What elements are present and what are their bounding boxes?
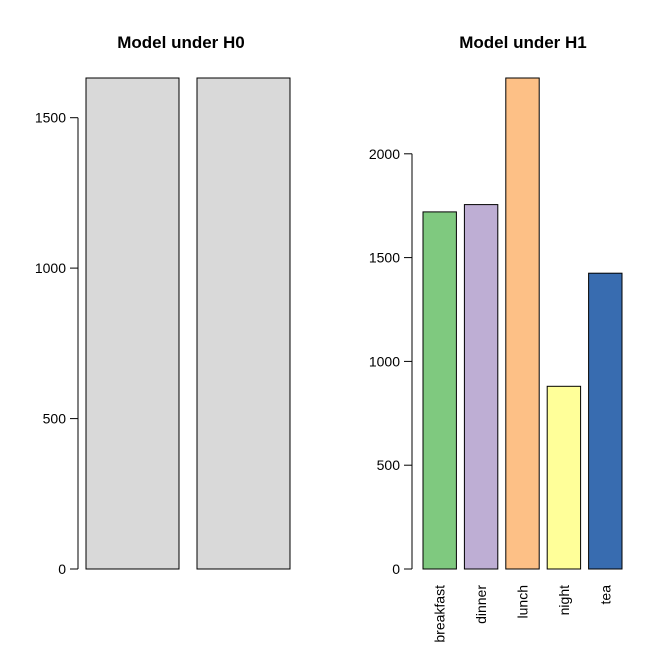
y-tick-label-h0-0: 0: [58, 561, 66, 577]
bar-h1-dinner: [463, 204, 499, 570]
x-tick-label-h1-lunch: lunch: [515, 585, 531, 618]
chart-title-h1: Model under H1: [459, 33, 587, 52]
y-tick-label-h1-0: 0: [392, 561, 400, 577]
y-tick-label-h0-1000: 1000: [35, 260, 66, 276]
y-tick-label-h1-1000: 1000: [369, 353, 400, 369]
x-tick-label-h1-night: night: [556, 585, 572, 615]
bar-h1-night: [546, 385, 582, 570]
panel-h0: Model under H0 0 500 1000 1500: [35, 33, 291, 577]
bar-h0-bar-1: [85, 77, 180, 570]
x-tick-label-h1-tea: tea: [597, 585, 613, 605]
bar-h1-breakfast: [422, 211, 457, 570]
bar-h1-lunch: [505, 77, 540, 570]
bar-h1-tea: [588, 272, 623, 570]
x-tick-label-h1-breakfast: breakfast: [432, 585, 448, 643]
y-tick-label-h1-500: 500: [377, 457, 401, 473]
x-tick-label-h1-dinner: dinner: [473, 585, 489, 624]
panel-h1: Model under H1 breakfast dinner lunch night…: [369, 33, 623, 643]
y-tick-label-h1-2000: 2000: [369, 146, 400, 162]
y-tick-label-h0-1500: 1500: [35, 110, 66, 126]
y-tick-label-h0-500: 500: [43, 411, 67, 427]
y-tick-label-h1-1500: 1500: [369, 250, 400, 266]
bar-h0-bar-2: [196, 77, 291, 570]
chart-title-h0: Model under H0: [117, 33, 245, 52]
